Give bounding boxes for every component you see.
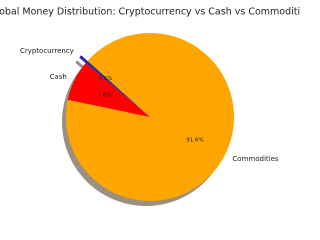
chart: Global Money Distribution: Cryptocurrenc… [0,6,300,206]
slice-label: Commodities [232,155,278,163]
slice-percent: 91.6% [186,137,203,143]
pie-slice [79,55,144,112]
pie-slice [67,63,150,117]
slice-percent: 0.6% [99,76,113,82]
pie-slice [66,32,234,202]
chart-title: Global Money Distribution: Cryptocurrenc… [0,7,300,18]
slice-label: Cryptocurrency [20,47,74,55]
slice-label: Cash [50,73,67,81]
slice-percent: 7.8% [98,93,112,99]
